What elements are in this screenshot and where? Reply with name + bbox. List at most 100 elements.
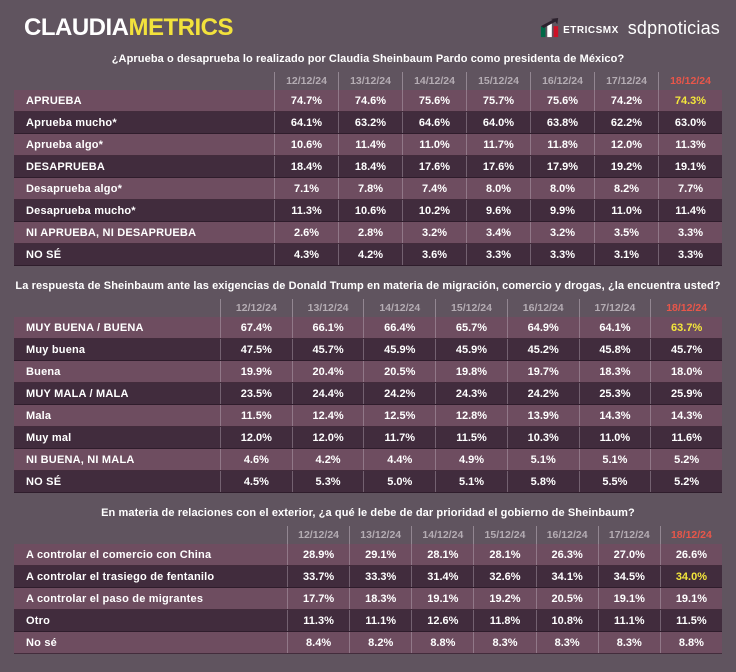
value-cell: 74.7% <box>274 90 338 111</box>
value-cell: 7.7% <box>658 178 722 199</box>
row-label: Buena <box>26 365 61 378</box>
value-cell: 74.2% <box>594 90 658 111</box>
value-cell: 11.1% <box>597 610 660 631</box>
value-cell: 3.6% <box>402 244 466 265</box>
header-spacer <box>14 299 220 317</box>
value-cell: 11.3% <box>287 610 349 631</box>
value-cell: 17.9% <box>530 156 594 177</box>
value-cell: 4.9% <box>435 449 507 470</box>
value-cell: 18.0% <box>650 361 722 382</box>
table-row: Muy buena 47.5% 45.7% 45.9% 45.9% 45.2% 45.8% 4… <box>14 339 722 361</box>
value-cell: 64.6% <box>402 112 466 133</box>
value-cell: 64.9% <box>506 317 579 338</box>
table-row: Otro 11.3% 11.1% 12.6% 11.8% 10.8% 11.1% 11.5% <box>14 610 722 632</box>
value-cell: 11.0% <box>402 134 466 155</box>
value-cell: 24.3% <box>435 383 507 404</box>
row-label: Aprueba mucho* <box>26 116 117 129</box>
column-header-date: 15/12/24 <box>466 72 530 90</box>
column-header-date: 12/12/24 <box>274 72 338 90</box>
value-cell: 5.1% <box>506 449 579 470</box>
column-header-date: 16/12/24 <box>535 526 598 544</box>
metricsmx-flag-chart-icon <box>540 18 559 38</box>
value-cell: 29.1% <box>349 544 411 565</box>
row-label: NO SÉ <box>26 475 62 488</box>
value-cell: 3.3% <box>466 244 530 265</box>
value-cell: 3.5% <box>594 222 658 243</box>
value-cell: 8.2% <box>349 632 411 653</box>
value-cell: 12.0% <box>594 134 658 155</box>
value-cell: 5.2% <box>650 471 722 492</box>
value-cell: 11.5% <box>659 610 722 631</box>
value-cell: 75.7% <box>466 90 530 111</box>
value-cell: 14.3% <box>650 405 722 426</box>
value-cell: 75.6% <box>530 90 594 111</box>
column-header-row: 12/12/24 13/12/24 14/12/24 15/12/24 16/12/24… <box>14 526 722 544</box>
sdpnoticias-label: sdpnoticias <box>627 17 720 38</box>
value-cell: 33.3% <box>349 566 411 587</box>
table-row: MUY BUENA / BUENA 67.4% 66.1% 66.4% 65.7% 64.… <box>14 317 722 339</box>
row-label: A controlar el comercio con China <box>26 548 212 561</box>
value-cell: 62.2% <box>594 112 658 133</box>
value-cell: 11.0% <box>578 427 651 448</box>
table-row: NO SÉ 4.5% 5.3% 5.0% 5.1% 5.8% 5.5% 5.2% <box>14 471 722 493</box>
value-cell: 9.9% <box>530 200 594 221</box>
value-cell: 11.7% <box>363 427 435 448</box>
value-cell: 45.9% <box>435 339 507 360</box>
value-cell: 12.5% <box>363 405 435 426</box>
value-cell: 5.2% <box>650 449 722 470</box>
value-cell: 4.2% <box>338 244 402 265</box>
value-cell: 11.0% <box>594 200 658 221</box>
value-cell: 19.7% <box>506 361 579 382</box>
poll-table: La respuesta de Sheinbaum ante las exige… <box>14 280 722 493</box>
column-header-date: 17/12/24 <box>578 299 651 317</box>
value-cell: 7.1% <box>274 178 338 199</box>
value-cell: 3.3% <box>530 244 594 265</box>
value-cell: 24.2% <box>363 383 435 404</box>
value-cell: 4.2% <box>291 449 364 470</box>
value-cell: 11.8% <box>473 610 535 631</box>
value-cell: 18.4% <box>338 156 402 177</box>
table-row: A controlar el comercio con China 28.9% 29… <box>14 544 722 566</box>
table-row: APRUEBA 74.7% 74.6% 75.6% 75.7% 75.6% 74.2% 74.… <box>14 90 722 112</box>
value-cell: 10.6% <box>274 134 338 155</box>
column-header-date: 17/12/24 <box>597 526 660 544</box>
row-label: Desaprueba mucho* <box>26 204 136 217</box>
value-cell: 10.6% <box>338 200 402 221</box>
value-cell: 34.1% <box>535 566 598 587</box>
value-cell: 47.5% <box>220 339 292 360</box>
value-cell: 26.3% <box>535 544 598 565</box>
value-cell: 11.5% <box>435 427 507 448</box>
value-cell: 7.4% <box>402 178 466 199</box>
value-cell: 63.2% <box>338 112 402 133</box>
table-row: Desaprueba algo* 7.1% 7.8% 7.4% 8.0% 8.0% 8.2%… <box>14 178 722 200</box>
value-cell: 8.4% <box>287 632 349 653</box>
value-cell: 19.1% <box>597 588 660 609</box>
column-header-date: 12/12/24 <box>220 299 292 317</box>
value-cell: 66.1% <box>291 317 364 338</box>
value-cell: 45.9% <box>363 339 435 360</box>
value-cell: 32.6% <box>473 566 535 587</box>
column-header-date: 15/12/24 <box>473 526 535 544</box>
value-cell: 33.7% <box>287 566 349 587</box>
row-label: A controlar el paso de migrantes <box>26 592 204 605</box>
value-cell: 25.9% <box>650 383 722 404</box>
value-cell: 3.3% <box>658 222 722 243</box>
column-header-date: 16/12/24 <box>530 72 594 90</box>
value-cell: 20.5% <box>535 588 598 609</box>
value-cell: 9.6% <box>466 200 530 221</box>
value-cell: 34.0% <box>659 566 722 587</box>
value-cell: 3.3% <box>658 244 722 265</box>
value-cell: 65.7% <box>435 317 507 338</box>
value-cell: 12.8% <box>435 405 507 426</box>
column-header-date: 18/12/24 <box>650 299 722 317</box>
value-cell: 18.4% <box>274 156 338 177</box>
table-row: A controlar el trasiego de fentanilo 33.7… <box>14 566 722 588</box>
value-cell: 19.1% <box>658 156 722 177</box>
value-cell: 2.8% <box>338 222 402 243</box>
poll-tables: ¿Aprueba o desaprueba lo realizado por C… <box>14 53 722 654</box>
table-row: NI BUENA, NI MALA 4.6% 4.2% 4.4% 4.9% 5.1% 5.1… <box>14 449 722 471</box>
value-cell: 3.2% <box>530 222 594 243</box>
value-cell: 8.0% <box>530 178 594 199</box>
value-cell: 8.8% <box>411 632 473 653</box>
row-label: DESAPRUEBA <box>26 160 106 173</box>
